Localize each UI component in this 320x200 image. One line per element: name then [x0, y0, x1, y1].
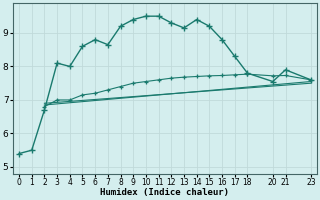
X-axis label: Humidex (Indice chaleur): Humidex (Indice chaleur)	[100, 188, 229, 197]
